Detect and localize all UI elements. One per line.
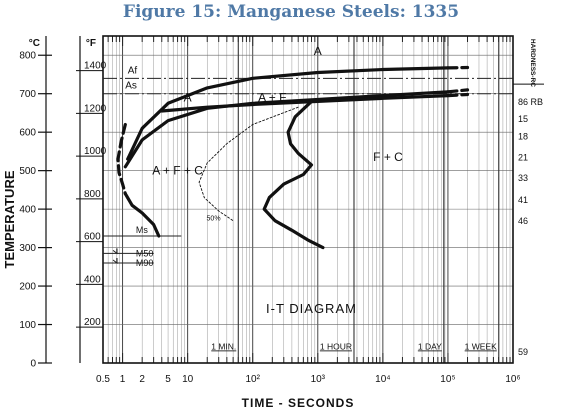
m90-label: M90 <box>136 258 154 268</box>
m90-arrow <box>112 257 118 264</box>
m50-label: M50 <box>136 248 154 258</box>
curve-9 <box>262 99 325 250</box>
celsius-unit-label: °C <box>29 38 40 49</box>
celsius-tick-label: 0 <box>30 359 36 370</box>
fahrenheit-tick-label: 1400 <box>84 61 107 72</box>
grid <box>102 36 513 363</box>
axes: °C 0 100 200 300 400 500 600 700 800 °F 200 400 600 80… <box>2 36 544 410</box>
region-label: A + F <box>258 90 286 104</box>
hardness-value: 46 <box>518 216 528 226</box>
hardness-value: 59 <box>518 347 528 357</box>
fahrenheit-tick-label: 400 <box>84 274 101 285</box>
time-marker-label: 1 WEEK <box>465 341 497 351</box>
hardness-value: 21 <box>518 153 528 163</box>
curve-6 <box>446 92 470 98</box>
labels: 1 MIN. 1 HOUR 1 DAY 1 WEEK HARDNESS-RC 86 RB 1… <box>125 39 543 357</box>
time-marker-label: 1 MIN. <box>211 341 236 351</box>
x-tick-label: 10 <box>182 374 194 385</box>
x-tick-label: 0.5 <box>96 374 110 385</box>
hardness-axis-label: HARDNESS-RC <box>529 39 536 87</box>
hardness-value: 33 <box>518 173 528 183</box>
fahrenheit-tick-label: 600 <box>84 232 101 243</box>
m50-arrow <box>112 248 118 255</box>
x-tick-label: 10³ <box>311 374 326 385</box>
x-tick-label: 2 <box>139 374 145 385</box>
curve-10 <box>198 106 299 222</box>
celsius-tick-label: 400 <box>19 205 36 216</box>
annotation-label: 50% <box>207 216 221 223</box>
fahrenheit-tick-label: 800 <box>84 189 101 200</box>
curve-5 <box>160 94 450 113</box>
curve-1 <box>126 66 450 161</box>
region-label: F + C <box>373 150 403 164</box>
af-label: Af <box>128 65 138 76</box>
celsius-tick-label: 500 <box>19 166 36 177</box>
x-axis-label: TIME - SECONDS <box>242 396 355 410</box>
y-axis-label: TEMPERATURE <box>2 170 17 268</box>
hardness-value: 15 <box>518 114 528 124</box>
x-tick-label: 5 <box>165 374 171 385</box>
x-tick-label: 10⁴ <box>375 374 390 385</box>
hardness-value: 18 <box>518 132 528 142</box>
region-label: A <box>314 44 322 58</box>
x-tick-label: 10⁵ <box>440 374 455 385</box>
ms-label: Ms <box>136 225 148 235</box>
region-label: A + F + C <box>152 163 203 177</box>
as-label: As <box>125 81 137 92</box>
plot-frame <box>102 35 514 364</box>
hardness-value: 41 <box>518 195 528 205</box>
x-tick-label: 10² <box>245 374 260 385</box>
x-tick-label: 1 <box>120 374 126 385</box>
celsius-tick-label: 200 <box>19 282 36 293</box>
hardness-value: 86 RB <box>518 97 543 107</box>
figure-title: Figure 15: Manganese Steels: 1335 <box>122 2 460 22</box>
time-marker-label: 1 HOUR <box>320 341 352 351</box>
curves <box>103 65 513 264</box>
fahrenheit-tick-label: 1000 <box>84 146 107 157</box>
time-marker-label: 1 DAY <box>418 341 442 351</box>
diagram-title: I-T DIAGRAM <box>266 301 357 316</box>
fahrenheit-tick-label: 200 <box>84 317 101 328</box>
fahrenheit-tick-label: 1200 <box>84 103 107 114</box>
celsius-tick-label: 600 <box>19 128 36 139</box>
celsius-tick-label: 100 <box>19 320 36 331</box>
celsius-tick-label: 300 <box>19 243 36 254</box>
celsius-tick-label: 700 <box>19 89 36 100</box>
curve-8 <box>123 192 161 238</box>
fahrenheit-unit-label: °F <box>86 38 96 49</box>
curve-7 <box>116 122 127 196</box>
curve-4 <box>446 88 470 94</box>
celsius-tick-label: 800 <box>19 51 36 62</box>
region-label: A <box>184 90 192 104</box>
x-tick-label: 10⁶ <box>505 374 520 385</box>
